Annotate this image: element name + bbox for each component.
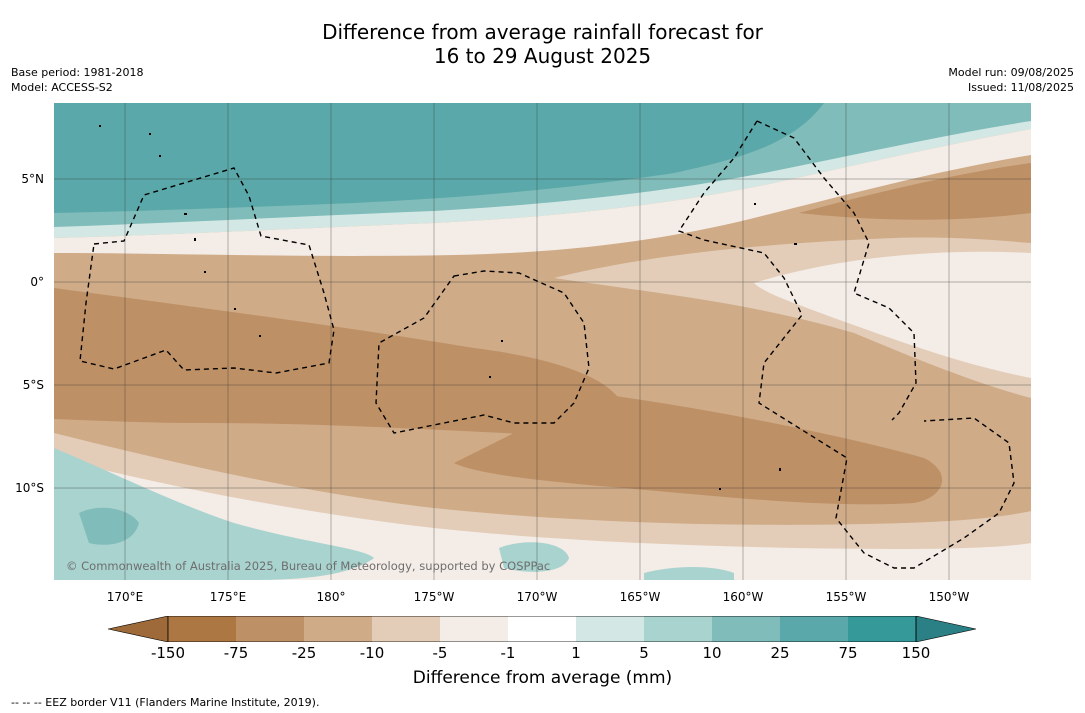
islands bbox=[99, 125, 797, 490]
contour-east-near-zero bbox=[754, 251, 1031, 378]
contour-ne-dry bbox=[799, 163, 1031, 220]
model-run: Model run: 09/08/2025 bbox=[948, 66, 1074, 79]
colorbar-bin-6 bbox=[508, 616, 576, 642]
x-tick-160w: 160°W bbox=[722, 590, 764, 604]
colorbar-tick-8: 5 bbox=[639, 644, 649, 662]
colorbar-bin-5 bbox=[440, 616, 508, 642]
colorbar-low-arrow bbox=[108, 616, 169, 642]
eez-footnote: -- -- -- EEZ border V11 (Flanders Marine… bbox=[11, 696, 320, 709]
base-period: Base period: 1981-2018 bbox=[11, 66, 144, 79]
colorbar-tick-1: -150 bbox=[150, 644, 186, 662]
contour-central-dry bbox=[54, 288, 624, 435]
colorbar-tick-7: 1 bbox=[571, 644, 581, 662]
rainfall-map bbox=[54, 103, 1031, 580]
eez-kiribati-gilberts bbox=[79, 167, 335, 374]
x-tick-170w: 170°W bbox=[516, 590, 558, 604]
colorbar-bin-3 bbox=[304, 616, 372, 642]
title-line-1: Difference from average rainfall forecas… bbox=[322, 20, 763, 44]
title-line-2: 16 to 29 August 2025 bbox=[433, 44, 652, 68]
colorbar-tick-10: 25 bbox=[770, 644, 790, 662]
colorbar-bin-1 bbox=[168, 616, 236, 642]
x-tick-170e: 170°E bbox=[106, 590, 144, 604]
graticule bbox=[54, 103, 1031, 580]
meta-left: Base period: 1981-2018 Model: ACCESS-S2 bbox=[11, 65, 143, 95]
y-tick-5s: 5°S bbox=[22, 378, 44, 392]
x-tick-175w: 175°W bbox=[413, 590, 455, 604]
x-tick-150w: 150°W bbox=[928, 590, 970, 604]
model-name: Model: ACCESS-S2 bbox=[11, 81, 113, 94]
colorbar-tick-2: -75 bbox=[223, 644, 249, 662]
contour-sw-wet bbox=[54, 448, 374, 580]
colorbar-label: Difference from average (mm) bbox=[412, 668, 673, 688]
colorbar-bin-11 bbox=[848, 616, 916, 642]
contour-sw-wet-core bbox=[79, 507, 139, 545]
x-tick-165w: 165°W bbox=[619, 590, 661, 604]
eez-borders bbox=[79, 120, 1015, 569]
colorbar-bin-10 bbox=[780, 616, 848, 642]
colorbar-tick-5: -5 bbox=[432, 644, 448, 662]
eez-line-islands bbox=[756, 120, 917, 421]
contour-s-wet-1 bbox=[499, 542, 569, 572]
colorbar-tick-9: 10 bbox=[702, 644, 722, 662]
copyright-notice: © Commonwealth of Australia 2025, Bureau… bbox=[66, 559, 551, 573]
contour-south-dry-east bbox=[454, 393, 943, 505]
colorbar-bin-8 bbox=[644, 616, 712, 642]
eez-line-lower bbox=[677, 120, 1015, 569]
colorbar bbox=[108, 616, 977, 642]
x-tick-180: 180° bbox=[316, 590, 346, 604]
colorbar-tick-12: 150 bbox=[901, 644, 931, 662]
colorbar-tick-6: -1 bbox=[500, 644, 516, 662]
eez-phoenix bbox=[375, 270, 590, 434]
colorbar-bin-7 bbox=[576, 616, 644, 642]
colorbar-bin-9 bbox=[712, 616, 780, 642]
y-tick-5n: 5°N bbox=[21, 172, 44, 186]
meta-right: Model run: 09/08/2025 Issued: 11/08/2025 bbox=[948, 65, 1074, 95]
colorbar-tick-3: -25 bbox=[291, 644, 317, 662]
y-tick-0: 0° bbox=[30, 275, 44, 289]
colorbar-tick-4: -10 bbox=[359, 644, 385, 662]
colorbar-bin-2 bbox=[236, 616, 304, 642]
x-tick-155w: 155°W bbox=[825, 590, 867, 604]
contour-north-25 bbox=[54, 103, 824, 213]
colorbar-high-arrow bbox=[915, 616, 977, 642]
colorbar-bin-4 bbox=[372, 616, 440, 642]
issued-date: Issued: 11/08/2025 bbox=[967, 81, 1074, 94]
contour-s-wet-2 bbox=[644, 567, 734, 580]
y-tick-10s: 10°S bbox=[15, 481, 44, 495]
x-tick-175e: 175°E bbox=[209, 590, 247, 604]
map-title: Difference from average rainfall forecas… bbox=[0, 20, 1085, 68]
colorbar-tick-11: 75 bbox=[838, 644, 858, 662]
